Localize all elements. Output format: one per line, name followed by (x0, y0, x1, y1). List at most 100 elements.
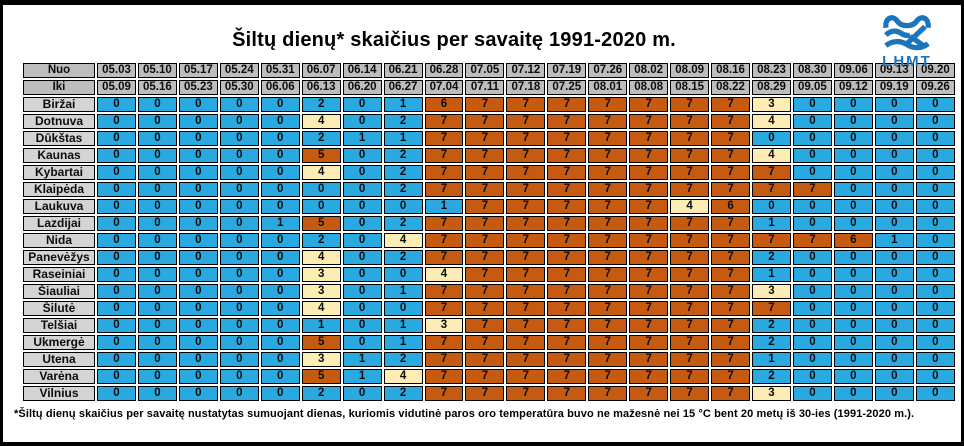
value-cell: 7 (547, 131, 587, 146)
value-cell: 0 (915, 182, 955, 197)
station-name: Dotnuva (23, 114, 95, 129)
table-row: Ukmergė 0 0 0 0 0 5 0 1 7 7 7 7 7 7 7 7 2 0 0 0 0 (23, 335, 955, 350)
value-cell: 7 (547, 233, 587, 248)
week-start-cell: 08.09 (670, 63, 710, 78)
value-cell: 6 (833, 233, 873, 248)
value-cell: 0 (833, 114, 873, 129)
value-cell: 7 (588, 267, 628, 282)
week-start-cell: 05.03 (97, 63, 136, 78)
value-cell: 7 (711, 335, 750, 350)
value-cell: 0 (178, 301, 218, 316)
value-cell: 7 (465, 165, 505, 180)
value-cell: 0 (342, 97, 382, 112)
value-cell: 1 (383, 318, 423, 333)
table-row: Kybartai 0 0 0 0 0 4 0 2 7 7 7 7 7 7 7 7 7 0 0 0 0 (23, 165, 955, 180)
value-cell: 0 (874, 114, 914, 129)
value-cell: 2 (301, 233, 341, 248)
value-cell: 7 (711, 131, 750, 146)
station-name: Dūkštas (23, 131, 95, 146)
table-row: Panevėžys 0 0 0 0 0 4 0 2 7 7 7 7 7 7 7 7 2 0 0 0 0 (23, 250, 955, 265)
week-end-cell: 08.29 (752, 80, 791, 95)
value-cell: 0 (915, 165, 955, 180)
value-cell: 0 (874, 165, 914, 180)
waves-icon (883, 15, 931, 51)
value-cell: 0 (137, 131, 177, 146)
value-cell: 7 (629, 233, 669, 248)
value-cell: 7 (588, 352, 628, 367)
value-cell: 7 (588, 97, 628, 112)
value-cell: 0 (792, 335, 832, 350)
value-cell: 0 (874, 267, 914, 282)
value-cell: 3 (752, 386, 791, 401)
value-cell: 4 (383, 233, 423, 248)
value-cell: 0 (178, 267, 218, 282)
value-cell: 0 (178, 199, 218, 214)
value-cell: 7 (424, 369, 464, 384)
value-cell: 7 (465, 335, 505, 350)
value-cell: 7 (506, 199, 546, 214)
value-cell: 0 (833, 148, 873, 163)
value-cell: 0 (178, 335, 218, 350)
value-cell: 7 (424, 352, 464, 367)
week-start-cell: 05.17 (178, 63, 218, 78)
week-start-cell: 09.13 (874, 63, 914, 78)
value-cell: 2 (383, 148, 423, 163)
value-cell: 0 (915, 114, 955, 129)
value-cell: 0 (342, 216, 382, 231)
value-cell: 0 (342, 284, 382, 299)
value-cell: 0 (97, 182, 136, 197)
value-cell: 7 (588, 250, 628, 265)
week-start-cell: 06.21 (383, 63, 423, 78)
value-cell: 7 (711, 301, 750, 316)
value-cell: 7 (547, 335, 587, 350)
value-cell: 7 (506, 114, 546, 129)
value-cell: 7 (711, 216, 750, 231)
value-cell: 7 (629, 114, 669, 129)
header-row: Iki 05.09 05.16 05.23 05.30 06.06 06.13 06.20 06… (23, 80, 955, 95)
value-cell: 7 (465, 284, 505, 299)
value-cell: 7 (588, 233, 628, 248)
value-cell: 0 (792, 284, 832, 299)
value-cell: 0 (219, 250, 259, 265)
value-cell: 0 (97, 386, 136, 401)
value-cell: 0 (833, 369, 873, 384)
value-cell: 0 (137, 301, 177, 316)
value-cell: 7 (629, 250, 669, 265)
value-cell: 0 (342, 267, 382, 282)
value-cell: 0 (219, 335, 259, 350)
value-cell: 0 (792, 250, 832, 265)
page-title: Šiltų dienų* skaičius per savaitę 1991-2… (232, 29, 676, 51)
value-cell: 7 (547, 97, 587, 112)
value-cell: 7 (465, 148, 505, 163)
value-cell: 2 (383, 182, 423, 197)
value-cell: 7 (547, 148, 587, 163)
week-end-cell: 08.15 (670, 80, 710, 95)
value-cell: 7 (588, 386, 628, 401)
value-cell: 7 (465, 233, 505, 248)
value-cell: 0 (342, 318, 382, 333)
value-cell: 0 (260, 114, 300, 129)
value-cell: 7 (424, 165, 464, 180)
value-cell: 0 (833, 182, 873, 197)
value-cell: 0 (137, 335, 177, 350)
value-cell: 0 (260, 199, 300, 214)
value-cell: 0 (260, 301, 300, 316)
value-cell: 1 (383, 131, 423, 146)
value-cell: 0 (915, 97, 955, 112)
value-cell: 0 (915, 352, 955, 367)
table-row: Klaipėda 0 0 0 0 0 0 0 2 7 7 7 7 7 7 7 7 7 7 0 0 0 (23, 182, 955, 197)
value-cell: 7 (670, 182, 710, 197)
value-cell: 7 (588, 148, 628, 163)
value-cell: 7 (547, 284, 587, 299)
value-cell: 0 (178, 131, 218, 146)
value-cell: 0 (137, 97, 177, 112)
value-cell: 7 (506, 267, 546, 282)
week-end-cell: 08.08 (629, 80, 669, 95)
value-cell: 0 (342, 301, 382, 316)
value-cell: 2 (752, 335, 791, 350)
value-cell: 6 (424, 97, 464, 112)
value-cell: 0 (260, 97, 300, 112)
value-cell: 4 (752, 148, 791, 163)
value-cell: 7 (752, 301, 791, 316)
value-cell: 0 (219, 267, 259, 282)
